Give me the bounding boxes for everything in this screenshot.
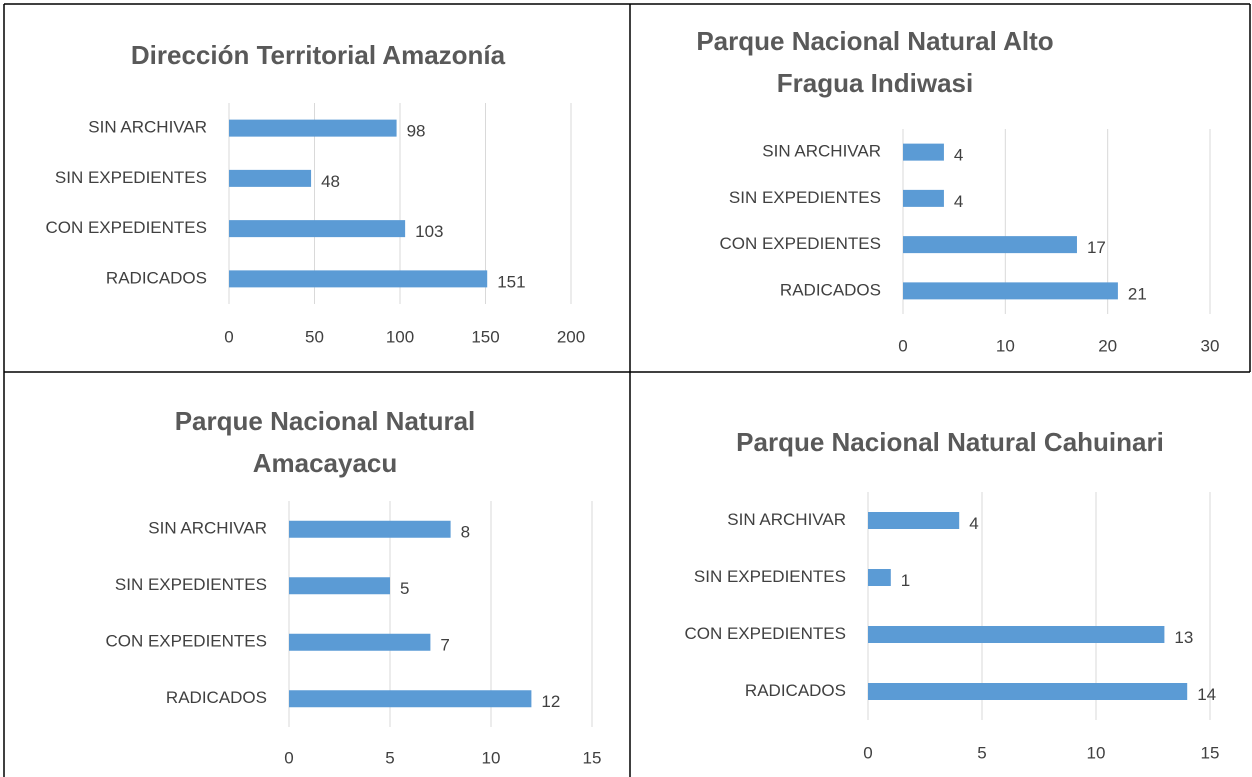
value-label: 21 xyxy=(1128,284,1147,303)
value-label: 151 xyxy=(497,272,525,291)
x-tick-label: 10 xyxy=(482,748,501,767)
bar xyxy=(289,633,431,651)
x-tick-label: 50 xyxy=(305,327,324,346)
y-tick-label: SIN ARCHIVAR xyxy=(148,519,267,538)
y-tick-label: SIN ARCHIVAR xyxy=(88,118,207,137)
value-label: 103 xyxy=(415,222,443,241)
y-tick-label: SIN EXPEDIENTES xyxy=(115,575,267,594)
bar xyxy=(868,626,1165,643)
y-tick-label: RADICADOS xyxy=(780,280,881,299)
chart-title: Parque Nacional Natural Cahuinari xyxy=(736,427,1164,457)
value-label: 5 xyxy=(400,579,409,598)
bar xyxy=(903,189,944,207)
value-label: 13 xyxy=(1174,628,1193,647)
x-tick-label: 0 xyxy=(284,748,293,767)
y-tick-label: CON EXPEDIENTES xyxy=(719,234,881,253)
y-tick-label: CON EXPEDIENTES xyxy=(684,624,846,643)
value-label: 4 xyxy=(969,514,978,533)
x-tick-label: 10 xyxy=(996,336,1015,355)
x-tick-label: 30 xyxy=(1201,336,1220,355)
value-label: 4 xyxy=(954,146,963,165)
x-tick-label: 15 xyxy=(583,748,602,767)
bar xyxy=(868,512,960,529)
value-label: 48 xyxy=(321,172,340,191)
bar xyxy=(903,236,1077,254)
bar xyxy=(229,270,488,288)
y-tick-label: RADICADOS xyxy=(166,688,267,707)
value-label: 98 xyxy=(407,122,426,141)
y-tick-label: CON EXPEDIENTES xyxy=(105,632,267,651)
x-tick-label: 200 xyxy=(557,327,585,346)
y-tick-label: SIN ARCHIVAR xyxy=(727,510,846,529)
chart-title: Parque Nacional Natural Amacayacu xyxy=(174,406,476,478)
value-label: 17 xyxy=(1087,238,1106,257)
value-label: 4 xyxy=(954,192,963,211)
x-tick-label: 0 xyxy=(898,336,907,355)
x-tick-label: 100 xyxy=(386,327,414,346)
x-tick-label: 10 xyxy=(1087,743,1106,762)
value-label: 7 xyxy=(440,636,449,655)
y-tick-label: SIN ARCHIVAR xyxy=(762,142,881,161)
value-label: 12 xyxy=(541,692,560,711)
bar xyxy=(229,220,406,238)
y-tick-label: SIN EXPEDIENTES xyxy=(694,567,846,586)
x-tick-label: 5 xyxy=(977,743,986,762)
value-label: 14 xyxy=(1197,685,1216,704)
chart-title: Dirección Territorial Amazonía xyxy=(130,40,506,70)
bar xyxy=(289,577,390,595)
bar xyxy=(289,520,451,538)
bar xyxy=(229,119,397,137)
x-tick-label: 0 xyxy=(224,327,233,346)
bar xyxy=(868,569,891,586)
bar xyxy=(868,683,1188,700)
x-tick-label: 15 xyxy=(1201,743,1220,762)
bar xyxy=(903,282,1118,300)
bar xyxy=(289,690,532,708)
y-tick-label: RADICADOS xyxy=(745,681,846,700)
x-tick-label: 20 xyxy=(1098,336,1117,355)
y-tick-label: SIN EXPEDIENTES xyxy=(729,188,881,207)
y-tick-label: RADICADOS xyxy=(106,268,207,287)
x-tick-label: 0 xyxy=(863,743,872,762)
value-label: 8 xyxy=(461,523,470,542)
x-tick-label: 5 xyxy=(385,748,394,767)
x-tick-label: 150 xyxy=(471,327,499,346)
chart-title: Parque Nacional Natural Alto Fragua Indi… xyxy=(696,26,1054,98)
y-tick-label: SIN EXPEDIENTES xyxy=(55,168,207,187)
value-label: 1 xyxy=(901,571,910,590)
bar xyxy=(229,169,312,187)
bar xyxy=(903,143,944,161)
y-tick-label: CON EXPEDIENTES xyxy=(45,218,207,237)
